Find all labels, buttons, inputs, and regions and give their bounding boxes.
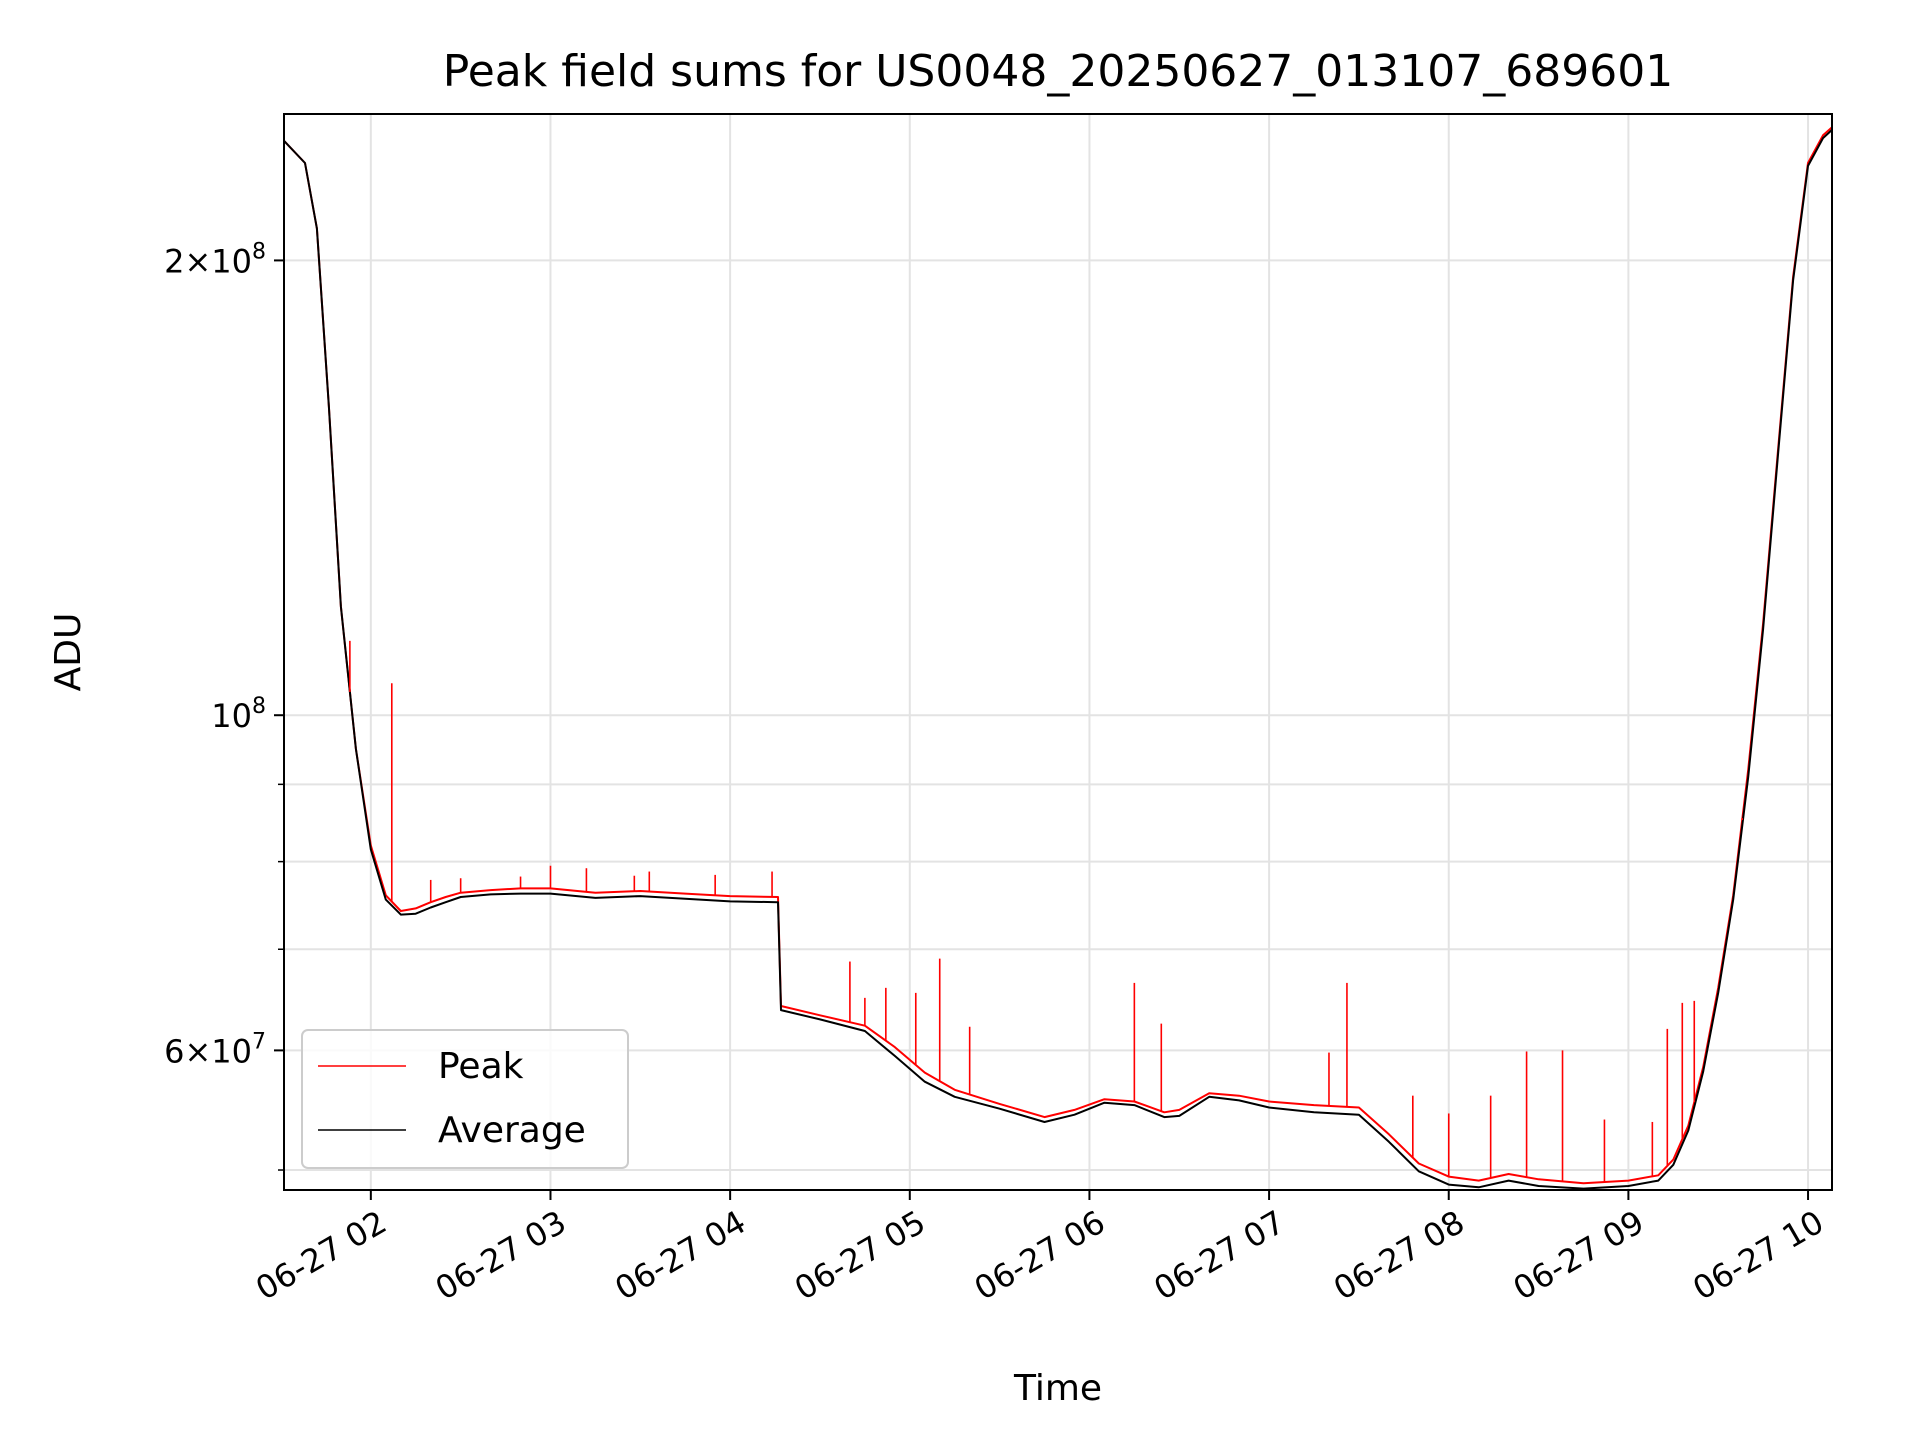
grid	[284, 114, 1832, 1190]
series-line-peak	[283, 126, 1833, 1185]
y-tick-label: 108	[211, 694, 266, 735]
legend-box	[301, 1029, 629, 1169]
y-tick-label: 2×108	[164, 239, 266, 280]
chart-title: Peak field sums for US0048_20250627_0131…	[443, 46, 1673, 97]
legend-label-average: Average	[438, 1110, 586, 1151]
y-axis: 6×107 108 2×108	[164, 239, 284, 1171]
legend-label-peak: Peak	[438, 1046, 524, 1087]
y-tick-label: 6×107	[164, 1029, 266, 1070]
plot-frame	[283, 113, 1833, 1191]
series-layer	[283, 126, 1833, 1190]
y-axis-label: ADU	[48, 613, 89, 692]
legend: Peak Average	[301, 1029, 629, 1169]
x-axis-label: Time	[1013, 1368, 1102, 1409]
series-line-average	[283, 129, 1833, 1190]
